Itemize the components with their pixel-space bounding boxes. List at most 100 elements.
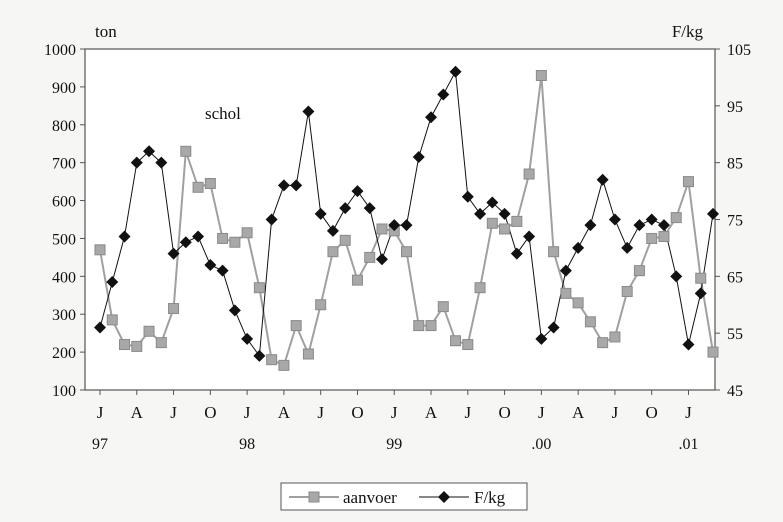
- fkg-point: [694, 287, 707, 300]
- fkg-point: [559, 264, 572, 277]
- x-month-label: A: [572, 403, 585, 422]
- y-left-tick-label: 900: [52, 80, 76, 97]
- y-left-tick-label: 200: [52, 345, 76, 362]
- y-right-tick-label: 45: [727, 383, 743, 400]
- fkg-point: [584, 219, 597, 232]
- aanvoer-point: [143, 325, 155, 337]
- fkg-point: [363, 202, 376, 215]
- x-month-label: J: [685, 403, 692, 422]
- legend-aanvoer-label: aanvoer: [343, 488, 397, 507]
- x-month-label: J: [464, 403, 471, 422]
- fkg-point: [572, 241, 585, 254]
- aanvoer-point: [290, 320, 302, 332]
- fkg-point: [596, 173, 609, 186]
- fkg-point: [412, 150, 425, 163]
- fkg-point: [228, 304, 241, 317]
- y-left-tick-label: 400: [52, 269, 76, 286]
- aanvoer-point: [376, 223, 388, 235]
- aanvoer-point: [327, 246, 339, 258]
- fkg-point: [241, 332, 254, 345]
- aanvoer-point: [511, 215, 523, 227]
- aanvoer-point: [180, 145, 192, 157]
- fkg-point: [657, 219, 670, 232]
- fkg-point: [118, 230, 131, 243]
- aanvoer-point: [351, 274, 363, 286]
- aanvoer-point: [560, 287, 572, 299]
- x-year-label: 99: [386, 436, 402, 453]
- y-right-tick-label: 85: [727, 156, 743, 173]
- fkg-point: [106, 276, 119, 289]
- aanvoer-point: [572, 297, 584, 309]
- aanvoer-point: [204, 178, 216, 190]
- aanvoer-point: [119, 339, 131, 351]
- aanvoer-point: [609, 331, 621, 343]
- aanvoer-point: [241, 227, 253, 239]
- fkg-point: [621, 241, 634, 254]
- fkg-point: [167, 247, 180, 260]
- fkg-point: [608, 213, 621, 226]
- fkg-point: [523, 230, 536, 243]
- fkg-point: [277, 179, 290, 192]
- aanvoer-point: [682, 176, 694, 188]
- x-month-label: A: [425, 403, 438, 422]
- x-month-label: J: [170, 403, 177, 422]
- y-right-axis: 105 95 85 75 65 55 45: [715, 42, 751, 400]
- aanvoer-point: [413, 320, 425, 332]
- y-left-tick-label: 100: [52, 383, 76, 400]
- x-month-label: J: [97, 403, 104, 422]
- aanvoer-point: [401, 246, 412, 258]
- fkg-point: [143, 145, 156, 158]
- fkg-point: [216, 264, 229, 277]
- y-left-tick-label: 300: [52, 307, 76, 324]
- fkg-point: [707, 207, 719, 220]
- x-year-label: .00: [531, 436, 551, 453]
- y-left-axis: 1000 900 800 700 600 500 400 300 200 100: [44, 42, 85, 400]
- x-year-label: 97: [92, 436, 108, 453]
- fkg-point: [351, 185, 364, 198]
- fkg-point: [130, 156, 143, 169]
- fkg-point: [155, 156, 168, 169]
- legend-fkg-label: F/kg: [474, 488, 506, 507]
- aanvoer-point: [278, 359, 290, 371]
- aanvoer-point: [131, 340, 143, 352]
- aanvoer-point: [486, 217, 498, 229]
- fkg-point: [400, 219, 413, 232]
- x-month-label: O: [351, 403, 363, 422]
- series-annotation: schol: [205, 104, 241, 123]
- x-month-label: J: [612, 403, 619, 422]
- legend-aanvoer-marker: [308, 491, 320, 503]
- y-left-tick-label: 700: [52, 156, 76, 173]
- fkg-point: [204, 258, 217, 271]
- fkg-point: [326, 224, 339, 237]
- legend-fkg-marker: [438, 491, 450, 503]
- aanvoer-point: [217, 232, 229, 244]
- fkg-point: [474, 207, 487, 220]
- aanvoer-point: [695, 272, 707, 284]
- aanvoer-point: [584, 316, 596, 328]
- aanvoer-point: [315, 299, 327, 311]
- aanvoer-point: [106, 314, 118, 326]
- fkg-point: [314, 207, 327, 220]
- aanvoer-point: [658, 231, 670, 243]
- fkg-point: [486, 196, 499, 209]
- aanvoer-point: [168, 303, 180, 315]
- legend: aanvoer F/kg: [280, 482, 528, 511]
- fkg-point: [645, 213, 658, 226]
- aanvoer-point: [302, 348, 314, 360]
- x-month-label: A: [278, 403, 291, 422]
- fkg-point: [510, 247, 523, 260]
- fkg-point: [265, 213, 278, 226]
- fkg-point: [535, 332, 548, 345]
- aanvoer-point: [621, 285, 633, 297]
- y-left-tick-label: 800: [52, 118, 76, 135]
- series-markers: [94, 65, 719, 371]
- fkg-point: [192, 230, 205, 243]
- fkg-point: [339, 202, 352, 215]
- fkg-point: [449, 65, 462, 78]
- fkg-point: [253, 349, 266, 362]
- aanvoer-point: [364, 251, 376, 263]
- aanvoer-point: [425, 320, 437, 332]
- aanvoer-point: [548, 246, 560, 258]
- fkg-point: [425, 111, 438, 124]
